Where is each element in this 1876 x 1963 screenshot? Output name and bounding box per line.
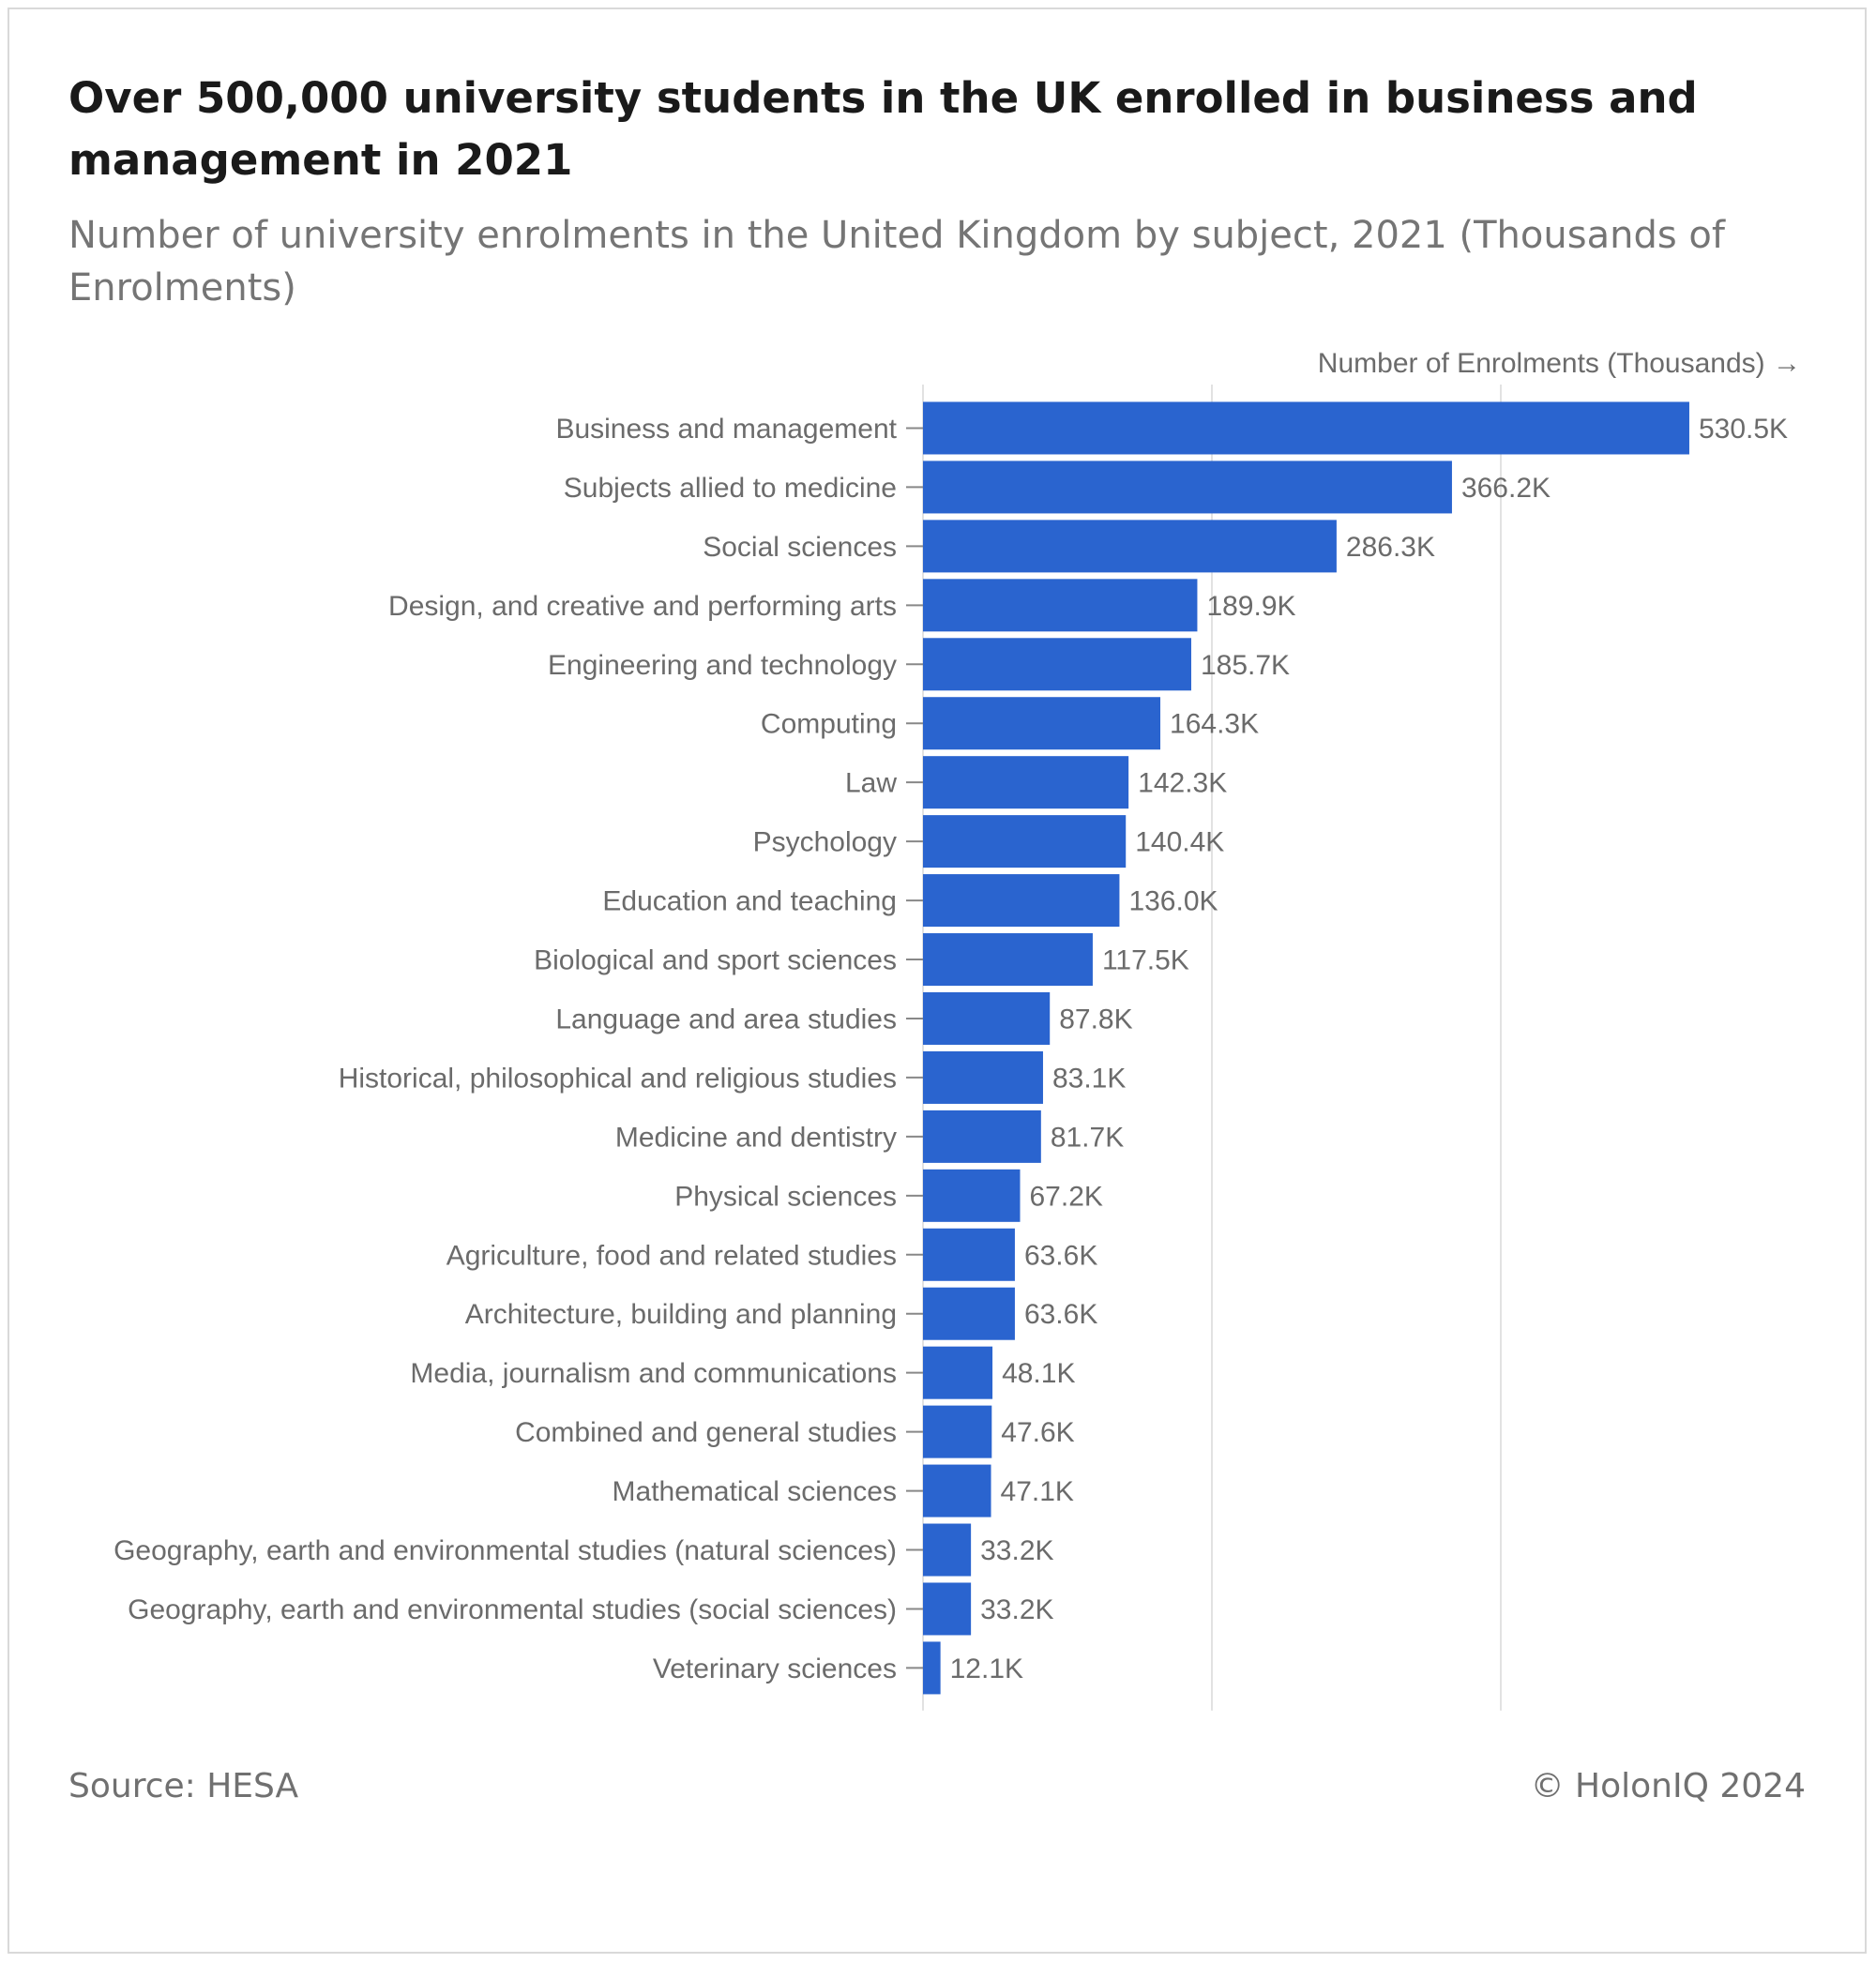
data-label: 185.7K (1201, 650, 1290, 681)
bar (923, 1641, 941, 1695)
source-note: Source: HESA (68, 1767, 299, 1805)
category-label: Law (845, 768, 897, 799)
category-label: Physical sciences (674, 1181, 897, 1212)
data-label: 83.1K (1052, 1063, 1126, 1094)
data-label: 47.1K (1001, 1476, 1074, 1507)
data-label: 117.5K (1102, 945, 1189, 976)
category-label: Psychology (753, 827, 897, 858)
bar (923, 1287, 1015, 1340)
category-label: Social sciences (703, 532, 897, 563)
data-label: 140.4K (1135, 827, 1224, 858)
bar (923, 874, 1120, 928)
bars (923, 401, 1689, 1695)
data-label: 63.6K (1024, 1299, 1097, 1330)
bar (923, 461, 1452, 514)
data-label: 12.1K (950, 1653, 1023, 1684)
category-label: Education and teaching (602, 886, 897, 917)
data-label: 366.2K (1461, 473, 1551, 504)
category-label: Geography, earth and environmental studi… (113, 1535, 897, 1566)
data-label: 189.9K (1206, 591, 1295, 622)
category-label: Design, and creative and performing arts (388, 591, 897, 622)
data-label: 81.7K (1051, 1122, 1124, 1153)
bar (923, 1228, 1015, 1281)
bar (923, 579, 1198, 632)
bar (923, 1464, 991, 1518)
chart-subtitle: Number of university enrolments in the U… (68, 214, 1725, 310)
bar (923, 1523, 972, 1577)
data-label: 164.3K (1170, 709, 1259, 740)
bar (923, 1582, 972, 1636)
data-label: 67.2K (1029, 1181, 1102, 1212)
category-label: Biological and sport sciences (534, 945, 897, 976)
data-label: 87.8K (1059, 1004, 1132, 1034)
category-label: Historical, philosophical and religious … (339, 1063, 897, 1094)
bar (923, 401, 1689, 455)
x-axis-title: Number of Enrolments (Thousands) → (1318, 348, 1801, 379)
category-label: Engineering and technology (548, 650, 897, 681)
category-label: Language and area studies (555, 1004, 897, 1034)
bar (923, 1346, 993, 1399)
data-label: 286.3K (1346, 532, 1435, 563)
category-label: Veterinary sciences (653, 1653, 897, 1684)
bar (923, 991, 1051, 1045)
bar (923, 756, 1129, 809)
data-label: 47.6K (1001, 1417, 1074, 1448)
bar (923, 520, 1337, 573)
category-label: Subjects allied to medicine (564, 473, 897, 504)
bar (923, 1110, 1041, 1163)
category-label: Geography, earth and environmental studi… (128, 1594, 897, 1625)
copyright-note: © HolonIQ 2024 (1530, 1767, 1806, 1805)
chart-title: Over 500,000 university students in the … (68, 73, 1698, 185)
data-label: 33.2K (980, 1594, 1053, 1625)
category-label: Media, journalism and communications (410, 1358, 897, 1389)
category-label: Medicine and dentistry (615, 1122, 897, 1153)
category-label: Combined and general studies (515, 1417, 897, 1448)
data-label: 63.6K (1024, 1240, 1097, 1271)
data-label: 530.5K (1699, 414, 1788, 445)
data-label: 142.3K (1138, 768, 1227, 799)
bar (923, 1050, 1043, 1104)
bar (923, 933, 1093, 987)
bar (923, 697, 1161, 750)
category-label: Architecture, building and planning (465, 1299, 897, 1330)
category-label: Agriculture, food and related studies (446, 1240, 897, 1271)
data-label: 136.0K (1128, 886, 1218, 917)
bar (923, 638, 1191, 691)
category-label: Computing (761, 709, 897, 740)
labels: Business and management 530.5K Subjects al… (113, 414, 1788, 1684)
bar (923, 815, 1127, 868)
category-label: Business and management (555, 414, 897, 445)
bar (923, 1405, 992, 1458)
category-label: Mathematical sciences (613, 1476, 897, 1507)
bar (923, 1169, 1021, 1222)
data-label: 48.1K (1002, 1358, 1075, 1389)
data-label: 33.2K (980, 1535, 1053, 1566)
